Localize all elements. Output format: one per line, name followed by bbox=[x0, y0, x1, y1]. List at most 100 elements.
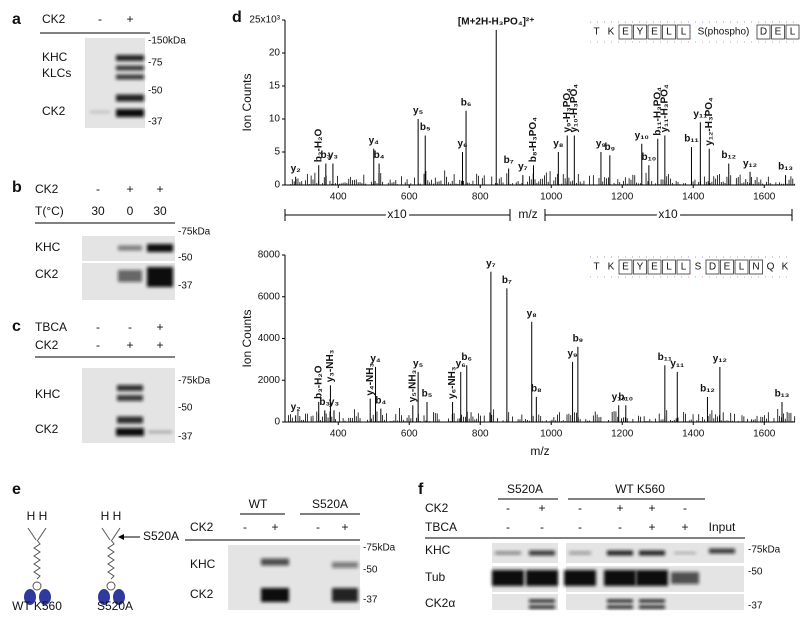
y-tick-label: 2000 bbox=[258, 375, 281, 386]
y-tick-label: 4000 bbox=[258, 333, 281, 344]
band bbox=[639, 599, 665, 603]
peak-label: y₂ bbox=[291, 402, 301, 413]
band bbox=[116, 109, 144, 117]
peak-label: b₁₀ bbox=[618, 392, 633, 403]
y-tick-label: 10 bbox=[269, 114, 281, 125]
x-tick-label: 800 bbox=[472, 429, 489, 440]
residue-box bbox=[756, 24, 771, 40]
lane-sign: - bbox=[243, 520, 247, 534]
peak-label: y₄ bbox=[369, 135, 380, 146]
lane-sign: - bbox=[578, 520, 582, 534]
condition-label: CK2 bbox=[425, 501, 449, 515]
band bbox=[332, 562, 358, 568]
residue-box bbox=[662, 259, 676, 275]
band bbox=[147, 267, 173, 287]
x-tick-label: 400 bbox=[330, 192, 347, 203]
band bbox=[526, 570, 558, 586]
group-label: S520A bbox=[507, 482, 543, 496]
y-tick-label: 20 bbox=[269, 48, 281, 59]
x-tick-label: 1600 bbox=[753, 429, 776, 440]
marker-label: -75 bbox=[148, 58, 163, 69]
protein-label: KHC bbox=[42, 50, 68, 64]
marker-label: -150kDa bbox=[148, 36, 186, 47]
residue: T bbox=[593, 27, 599, 38]
marker-label: -37 bbox=[748, 601, 763, 612]
protein-label: CK2α bbox=[425, 596, 455, 610]
x-tick-label: 1600 bbox=[753, 192, 776, 203]
lane-sign: - bbox=[96, 182, 100, 196]
lane-sign: + bbox=[271, 520, 278, 534]
residue: E bbox=[622, 262, 629, 273]
x-tick-label: 1000 bbox=[540, 192, 563, 203]
band bbox=[148, 430, 172, 434]
lane-sign: 30 bbox=[153, 204, 167, 218]
panel-letter: a bbox=[12, 11, 21, 28]
peak-label: b₃ bbox=[319, 397, 330, 408]
residue: L bbox=[739, 262, 745, 273]
x-axis-label: m/z bbox=[518, 207, 537, 221]
marker-label: -50 bbox=[178, 403, 193, 414]
peak-label: y₉ bbox=[568, 349, 578, 360]
peak-label: b₁₁-H₃PO₄ bbox=[652, 87, 663, 136]
residue: D bbox=[709, 262, 716, 273]
lane-sign: + bbox=[341, 520, 348, 534]
lane-sign: + bbox=[648, 501, 655, 515]
marker-label: -75kDa bbox=[748, 545, 781, 556]
peak-label: b₆ bbox=[461, 352, 472, 363]
band bbox=[116, 94, 144, 102]
marker-label: -50 bbox=[148, 86, 163, 97]
y-tick-label: 5 bbox=[274, 147, 280, 158]
band bbox=[261, 588, 289, 602]
peak-label: y₆-NH₃ bbox=[447, 366, 458, 399]
band bbox=[671, 572, 699, 584]
marker-label: -50 bbox=[363, 565, 378, 576]
band bbox=[529, 605, 555, 609]
marker-label: -37 bbox=[178, 432, 193, 443]
peak-label: y₇ bbox=[518, 162, 528, 173]
y-axis-label: Ion Counts bbox=[240, 73, 254, 131]
peak-label: y₁₀-H₃PO₄ bbox=[569, 84, 580, 133]
residue: K bbox=[608, 262, 615, 273]
peak-label: b₉ bbox=[573, 333, 584, 344]
y-tick-label: 6000 bbox=[258, 291, 281, 302]
band bbox=[147, 244, 173, 252]
peak-label: y₆ bbox=[456, 359, 466, 370]
marker-label: -37 bbox=[178, 281, 193, 292]
band bbox=[492, 570, 524, 586]
y-tick-label: 25x10³ bbox=[249, 15, 280, 26]
protein-label: Tub bbox=[425, 570, 446, 584]
band bbox=[117, 395, 143, 401]
band bbox=[607, 550, 633, 556]
peak-label: y₃ bbox=[329, 397, 340, 408]
cartoon-heads: H H bbox=[27, 509, 48, 523]
residue-box bbox=[785, 24, 800, 40]
protein-label: CK2 bbox=[35, 267, 59, 281]
lane-sign: - bbox=[618, 520, 622, 534]
condition-label: CK2 bbox=[35, 182, 59, 196]
peak-label: y₅ bbox=[413, 359, 424, 370]
cartoon-wt bbox=[24, 527, 51, 605]
band bbox=[564, 570, 596, 586]
lane-sign: - bbox=[506, 520, 510, 534]
residue: E bbox=[651, 27, 658, 38]
blot bbox=[492, 543, 558, 563]
y-tick-label: 15 bbox=[269, 81, 281, 92]
lane-sign: + bbox=[126, 12, 133, 26]
cartoon-s520a bbox=[98, 527, 140, 605]
band bbox=[118, 270, 142, 282]
mutation-label: S520A bbox=[143, 529, 179, 543]
residue-box bbox=[647, 259, 662, 275]
y-tick-label: 0 bbox=[274, 417, 280, 428]
band bbox=[639, 605, 665, 609]
peak-label: y₃ bbox=[328, 150, 339, 161]
residue: E bbox=[724, 262, 731, 273]
band bbox=[90, 110, 110, 114]
residue-box bbox=[771, 24, 785, 40]
lane-sign: - bbox=[683, 501, 687, 515]
band bbox=[261, 558, 289, 566]
x-tick-label: 1400 bbox=[682, 192, 705, 203]
marker-label: -50 bbox=[748, 567, 763, 578]
peak-label: b₅ bbox=[420, 122, 431, 133]
residue: N bbox=[752, 262, 759, 273]
band bbox=[117, 416, 143, 424]
